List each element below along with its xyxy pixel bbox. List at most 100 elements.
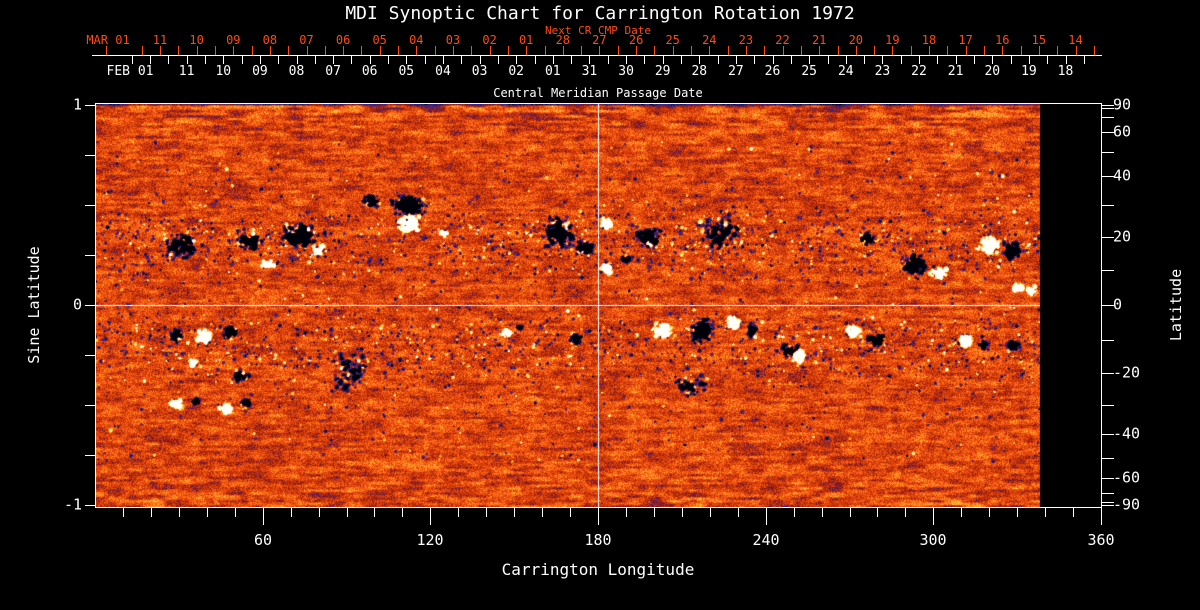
date-tick-white <box>461 55 462 64</box>
date-label-red: 27 <box>592 33 606 47</box>
left-axis-tick <box>85 455 95 456</box>
date-tick-red <box>599 46 600 55</box>
bottom-axis-tick <box>374 508 375 517</box>
date-tick-red <box>435 46 436 55</box>
right-axis-label: 90 <box>1113 96 1131 114</box>
date-label-red: 25 <box>665 33 679 47</box>
date-label-red: 26 <box>629 33 643 47</box>
bottom-axis-tick <box>1045 508 1046 517</box>
bottom-axis-tick <box>263 508 264 525</box>
date-label-white: 27 <box>728 64 744 79</box>
date-tick-red <box>856 46 857 55</box>
date-tick-white <box>718 55 719 64</box>
bottom-axis-tick <box>319 508 320 517</box>
left-axis-tick <box>85 355 95 356</box>
date-label-red: 11 <box>153 33 167 47</box>
bottom-axis-tick <box>682 508 683 517</box>
date-tick-white <box>223 55 224 64</box>
date-label-red: 06 <box>336 33 350 47</box>
date-label-white: 04 <box>435 64 451 79</box>
bottom-axis-label: 240 <box>752 531 779 549</box>
date-label-red: 17 <box>958 33 972 47</box>
right-axis-title: Latitude <box>1167 269 1185 341</box>
date-tick-white <box>956 55 957 64</box>
bottom-axis-tick <box>123 508 124 517</box>
bottom-axis-tick <box>654 508 655 517</box>
bottom-axis-title: Carrington Longitude <box>95 560 1101 579</box>
date-tick-white <box>791 55 792 64</box>
bottom-axis-tick <box>570 508 571 517</box>
date-tick-red <box>746 46 747 55</box>
bottom-axis-tick <box>291 508 292 517</box>
date-tick-white <box>571 55 572 64</box>
bottom-axis-tick <box>989 508 990 517</box>
bottom-axis-label: 60 <box>254 531 272 549</box>
date-tick-red <box>563 46 564 55</box>
right-axis-tick <box>1102 152 1114 153</box>
bottom-axis-label: 180 <box>584 531 611 549</box>
left-axis-tick <box>85 255 95 256</box>
bottom-axis-tick <box>961 508 962 517</box>
date-tick-red <box>911 46 912 55</box>
date-tick-white <box>333 55 334 64</box>
date-tick-white <box>535 55 536 64</box>
date-label-white: 28 <box>691 64 707 79</box>
date-tick-white <box>626 55 627 64</box>
date-label-red: 24 <box>702 33 716 47</box>
bottom-axis-label: 300 <box>919 531 946 549</box>
right-axis-tick <box>1102 205 1114 206</box>
date-label-white: 03 <box>472 64 488 79</box>
date-tick-red <box>526 46 527 55</box>
date-tick-red <box>984 46 985 55</box>
date-label-white: 11 <box>179 64 195 79</box>
chart-title: MDI Synoptic Chart for Carrington Rotati… <box>0 3 1200 24</box>
date-tick-red <box>142 46 143 55</box>
date-tick-red <box>1076 46 1077 55</box>
right-axis-label: 60 <box>1113 123 1131 141</box>
date-label-white: 18 <box>1058 64 1074 79</box>
date-label-white: 22 <box>911 64 927 79</box>
date-label-red: 19 <box>885 33 899 47</box>
bottom-axis-tick <box>1073 508 1074 517</box>
left-axis-tick <box>85 405 95 406</box>
magnetogram-image <box>95 103 1101 507</box>
date-tick-white <box>553 55 554 64</box>
bottom-axis-tick <box>430 508 431 525</box>
date-tick-red <box>801 46 802 55</box>
left-axis-tick <box>85 505 95 506</box>
right-axis-label: 40 <box>1113 167 1131 185</box>
date-tick-red <box>471 46 472 55</box>
date-tick-white <box>1011 55 1012 64</box>
date-tick-red <box>874 46 875 55</box>
date-tick-white <box>754 55 755 64</box>
right-axis-label: -20 <box>1113 364 1140 382</box>
bottom-axis-tick <box>151 508 152 517</box>
date-tick-red <box>545 46 546 55</box>
date-tick-white <box>425 55 426 64</box>
plot-left-edge <box>95 103 96 508</box>
date-tick-red <box>581 46 582 55</box>
bottom-axis-tick <box>235 508 236 517</box>
date-tick-white <box>974 55 975 64</box>
date-label-white: 31 <box>582 64 598 79</box>
date-tick-white <box>773 55 774 64</box>
date-tick-white <box>1066 55 1067 64</box>
date-tick-white <box>168 55 169 64</box>
date-tick-white <box>919 55 920 64</box>
date-tick-red <box>618 46 619 55</box>
date-label-white: 01 <box>545 64 561 79</box>
date-tick-red <box>783 46 784 55</box>
date-label-red: 18 <box>922 33 936 47</box>
date-tick-red <box>178 46 179 55</box>
date-tick-white <box>1047 55 1048 64</box>
bottom-axis-label: 360 <box>1087 531 1114 549</box>
date-label-white: 02 <box>508 64 524 79</box>
date-tick-red <box>270 46 271 55</box>
date-tick-white <box>443 55 444 64</box>
date-label-red: 15 <box>1032 33 1046 47</box>
date-tick-white <box>699 55 700 64</box>
date-label-white: 06 <box>362 64 378 79</box>
left-axis-label: 0 <box>73 296 82 314</box>
date-tick-white <box>663 55 664 64</box>
date-tick-white <box>370 55 371 64</box>
